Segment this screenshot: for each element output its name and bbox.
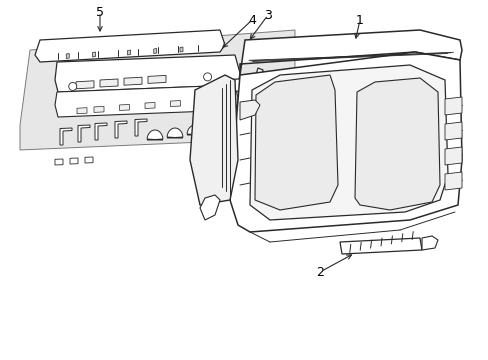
Polygon shape xyxy=(119,104,129,111)
Circle shape xyxy=(203,73,211,81)
Polygon shape xyxy=(220,68,263,92)
Polygon shape xyxy=(190,75,238,205)
Polygon shape xyxy=(254,75,337,210)
Polygon shape xyxy=(127,50,130,55)
Polygon shape xyxy=(206,122,223,132)
Polygon shape xyxy=(94,107,104,112)
Polygon shape xyxy=(95,123,107,140)
Polygon shape xyxy=(339,238,421,254)
Text: 5: 5 xyxy=(96,5,104,18)
Polygon shape xyxy=(240,30,461,75)
Polygon shape xyxy=(180,47,183,52)
Polygon shape xyxy=(421,236,437,250)
Text: 2: 2 xyxy=(315,266,323,279)
Polygon shape xyxy=(147,130,163,140)
Polygon shape xyxy=(196,99,205,105)
Polygon shape xyxy=(444,147,461,165)
Polygon shape xyxy=(100,79,118,87)
Polygon shape xyxy=(135,119,147,136)
Polygon shape xyxy=(35,30,224,62)
Circle shape xyxy=(69,82,77,90)
Polygon shape xyxy=(153,49,157,54)
Polygon shape xyxy=(77,108,87,114)
Polygon shape xyxy=(60,128,72,145)
Polygon shape xyxy=(186,125,203,135)
Polygon shape xyxy=(70,158,78,164)
Polygon shape xyxy=(115,121,127,138)
Polygon shape xyxy=(20,30,294,150)
Polygon shape xyxy=(92,52,95,57)
Polygon shape xyxy=(444,122,461,140)
Polygon shape xyxy=(85,157,93,163)
Polygon shape xyxy=(229,52,461,232)
Polygon shape xyxy=(55,85,238,117)
Polygon shape xyxy=(249,65,447,220)
Polygon shape xyxy=(66,54,69,59)
Polygon shape xyxy=(167,128,183,138)
Polygon shape xyxy=(148,75,165,84)
Polygon shape xyxy=(55,159,63,165)
Polygon shape xyxy=(170,100,180,107)
Polygon shape xyxy=(200,195,220,220)
Polygon shape xyxy=(354,78,439,210)
Polygon shape xyxy=(444,97,461,115)
Text: 1: 1 xyxy=(355,14,363,27)
Polygon shape xyxy=(444,172,461,190)
Polygon shape xyxy=(240,100,260,120)
Text: 3: 3 xyxy=(264,9,271,22)
Text: 4: 4 xyxy=(247,14,255,27)
Polygon shape xyxy=(124,77,142,85)
Polygon shape xyxy=(145,103,155,108)
Polygon shape xyxy=(76,81,94,89)
Polygon shape xyxy=(55,55,240,92)
Polygon shape xyxy=(78,125,90,142)
